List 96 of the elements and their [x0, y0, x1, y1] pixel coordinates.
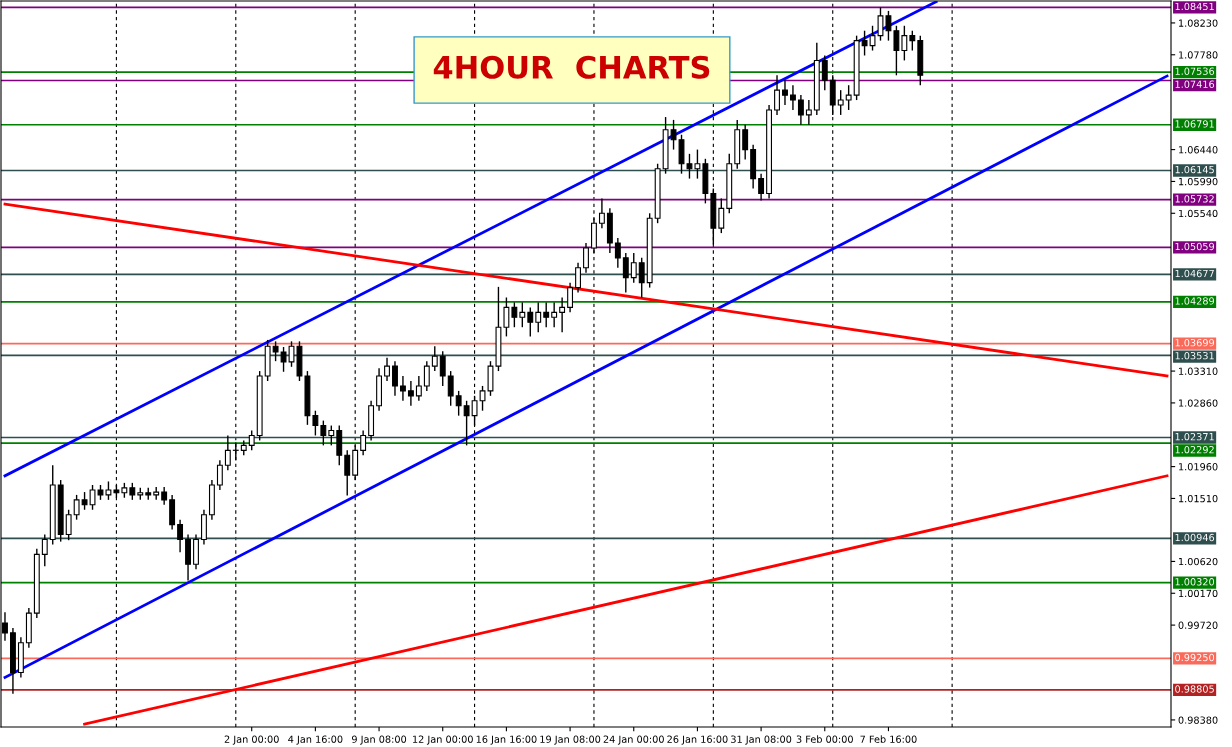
candlestick	[718, 197, 725, 234]
x-tick-label: 9 Jan 08:00	[351, 735, 407, 745]
x-tick-label: 16 Jan 16:00	[476, 735, 537, 745]
ref-line-label: 1.04677	[1175, 269, 1214, 278]
candlestick	[41, 533, 48, 568]
candlestick	[527, 306, 534, 338]
ref-line-label: 1.03531	[1175, 352, 1214, 360]
candlestick	[503, 296, 510, 338]
candlestick	[328, 424, 335, 447]
candlestick	[543, 301, 550, 328]
x-tick-label: 19 Jan 08:00	[540, 735, 601, 745]
candlestick	[177, 518, 184, 553]
candlestick	[463, 400, 470, 447]
ref-line-label: 1.04289	[1175, 297, 1215, 305]
candlestick	[360, 429, 367, 456]
y-tick-label: 1.01510	[1179, 494, 1218, 503]
y-tick-label: 1.01960	[1179, 463, 1218, 471]
candlestick	[758, 172, 765, 202]
ref-line-label: 1.05732	[1175, 195, 1214, 203]
ref-line-label: 1.00946	[1175, 533, 1215, 542]
candlestick	[614, 237, 621, 269]
candlestick	[65, 509, 72, 541]
text: 4HOUR CHARTS	[433, 55, 710, 79]
y-tick-label: 1.00620	[1179, 557, 1218, 566]
candlestick	[821, 54, 828, 91]
y-tick-label: 1.02860	[1179, 399, 1218, 407]
candlestick	[392, 360, 398, 397]
candlestick	[344, 449, 351, 497]
ref-line-label: 1.00320	[1175, 578, 1215, 586]
ref-line-label: 1.06145	[1175, 165, 1214, 174]
candlestick	[248, 429, 255, 452]
candlestick	[272, 340, 279, 362]
candlestick	[455, 390, 462, 417]
candlestick	[789, 84, 796, 111]
y-tick-label: 1.05990	[1179, 177, 1218, 186]
candlestick	[559, 296, 566, 333]
x-tick-label: 12 Jan 00:00	[413, 735, 473, 745]
candlestick	[893, 25, 900, 76]
candlestick	[797, 94, 804, 126]
candlestick	[312, 410, 319, 437]
candlestick	[399, 375, 406, 402]
candlestick	[384, 356, 390, 382]
candlestick	[630, 252, 637, 284]
candlestick	[909, 30, 916, 52]
candlestick	[407, 380, 414, 407]
y-tick-label: 1.08230	[1179, 19, 1218, 27]
candlestick	[447, 370, 454, 407]
candlestick	[782, 79, 788, 106]
candlestick	[216, 459, 223, 491]
candlestick	[224, 434, 231, 471]
candlestick	[567, 281, 574, 314]
y-tick-label: 1.07780	[1179, 51, 1218, 59]
candlestick	[535, 301, 542, 333]
x-tick-label: 31 Jan 08:00	[731, 735, 792, 745]
candlestick	[774, 74, 780, 116]
y-tick-label: 1.03310	[1179, 367, 1218, 375]
y-tick-label: 1.06440	[1179, 146, 1218, 154]
y-tick-label: 1.05540	[1179, 209, 1218, 218]
ref-line-label: 0.98805	[1175, 685, 1214, 693]
candlestick	[551, 301, 558, 328]
ref-line-label: 1.07416	[1175, 80, 1215, 88]
candlestick	[519, 301, 526, 328]
candlestick	[415, 375, 422, 402]
candlestick	[73, 494, 80, 521]
ref-line-label: 1.02292	[1175, 445, 1214, 454]
x-tick-label: 26 Jan 16:00	[667, 735, 728, 745]
x-tick-label: 4 Jan 16:00	[288, 735, 343, 745]
candlestick	[622, 252, 629, 294]
x-tick-label: 7 Feb 16:00	[860, 735, 917, 743]
y-tick-label: 1.00170	[1179, 589, 1218, 598]
candlestick	[638, 257, 645, 299]
candlestick	[511, 301, 518, 328]
candlestick	[320, 419, 327, 447]
candlestick	[431, 345, 438, 372]
candlestick	[805, 99, 812, 126]
candlestick	[901, 25, 908, 62]
ref-line-label: 1.03699	[1175, 339, 1215, 347]
ref-line-label: 0.99250	[1175, 653, 1215, 662]
candlestick	[742, 124, 749, 161]
ref-line-label: 1.07536	[1175, 67, 1215, 75]
x-tick-label: 24 Jan 00:00	[603, 735, 664, 745]
ref-line-label: 1.02371	[1175, 432, 1214, 441]
candlestick	[598, 197, 605, 229]
ref-line-label: 1.05059	[1175, 242, 1215, 251]
candlestick	[837, 89, 844, 116]
candlestick	[583, 242, 589, 274]
x-tick-label: 2 Jan 00:00	[224, 735, 279, 745]
ref-line-label: 1.06791	[1175, 120, 1214, 128]
x-tick-label: 3 Feb 00:00	[796, 735, 853, 743]
candlestick	[575, 262, 581, 294]
y-tick-label: 0.99720	[1178, 621, 1218, 629]
candlestick	[423, 360, 430, 392]
ref-line-label: 1.08451	[1175, 2, 1214, 11]
y-tick-label: 0.98380	[1178, 716, 1218, 724]
candlestick	[845, 84, 852, 111]
candlestick	[439, 350, 446, 387]
